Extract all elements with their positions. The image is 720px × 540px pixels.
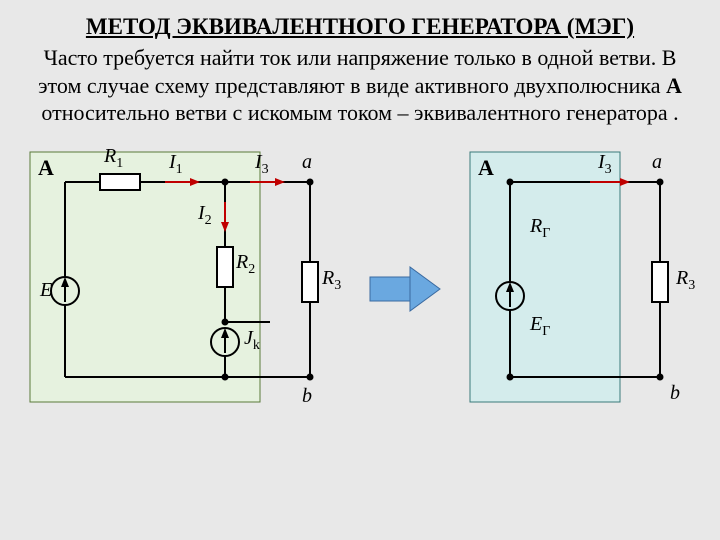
label-R1: R1 [104,145,123,172]
transform-arrow [370,277,410,301]
label-b-right: b [670,382,680,405]
label-I1: I1 [169,151,183,178]
label-I3-left: I3 [255,151,269,178]
resistor-R3-right [652,262,668,302]
label-I2: I2 [198,202,212,229]
desc-p1: Часто требуется найти ток или напряжение… [38,45,676,98]
label-b-left: b [302,385,312,408]
right-box [470,152,620,402]
desc-bold: А [666,73,682,98]
label-I3-right: I3 [598,151,612,178]
left-box-label: А [38,155,54,181]
label-Jk: Jk [244,327,260,354]
resistor-R3-left [302,262,318,302]
label-RG: RГ [530,215,550,242]
description: Часто требуется найти ток или напряжение… [0,40,720,127]
right-box-label: А [478,155,494,181]
label-R3-left: R3 [322,267,341,294]
label-R3-right: R3 [676,267,695,294]
page-title: МЕТОД ЭКВИВАЛЕНТНОГО ГЕНЕРАТОРА (МЭГ) [0,0,720,40]
label-E: E [40,279,52,302]
label-R2: R2 [236,251,255,278]
desc-p2: относительно ветви с искомым током – экв… [41,100,678,125]
diagram-canvas: А E R1 R2 R3 I1 I2 I3 Jk a b А RГ EГ R3 … [0,127,720,477]
resistor-R1 [100,174,140,190]
label-a-left: a [302,151,312,174]
label-EG: EГ [530,313,550,340]
resistor-R2 [217,247,233,287]
label-a-right: a [652,151,662,174]
circuit-svg [0,127,720,477]
